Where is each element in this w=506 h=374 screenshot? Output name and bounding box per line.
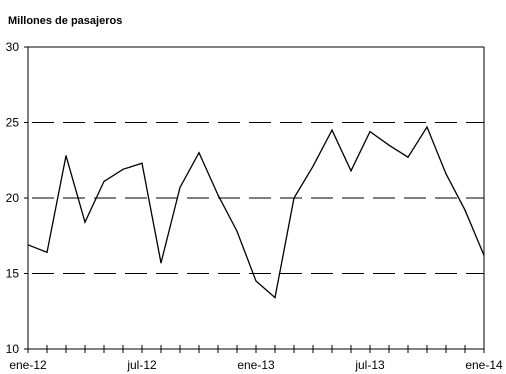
- data-point: [388, 144, 390, 146]
- x-tick-label-jul-12: jul-12: [126, 358, 157, 372]
- data-point: [179, 186, 181, 189]
- data-point: [426, 126, 428, 128]
- y-tick-label-30: 30: [6, 40, 20, 54]
- y-tick-label-10: 10: [6, 342, 20, 356]
- x-tick-label-ene-12: ene-12: [9, 358, 47, 372]
- data-point: [141, 162, 143, 164]
- data-point: [103, 180, 105, 182]
- data-point: [312, 165, 314, 167]
- tick-labels: 10 15 20 25 30 ene-12 jul-12 ene-13 jul-13 ene-14: [6, 40, 503, 372]
- data-point: [331, 129, 333, 131]
- ticks: [24, 46, 485, 353]
- data-point: [483, 254, 485, 256]
- data-point: [198, 152, 200, 154]
- data-point: [160, 262, 162, 264]
- y-tick-label-15: 15: [6, 267, 20, 281]
- x-tick-label-ene-13: ene-13: [237, 358, 275, 372]
- data-point: [27, 244, 29, 246]
- y-tick-label-25: 25: [6, 116, 20, 130]
- series-line-0: [27, 125, 485, 299]
- x-tick-label-jul-13: jul-13: [354, 358, 385, 372]
- x-tick-label-ene-14: ene-14: [465, 358, 503, 372]
- y-tick-label-20: 20: [6, 191, 20, 205]
- data-point: [407, 156, 409, 158]
- data-point: [274, 297, 276, 299]
- grid: [28, 122, 484, 274]
- data-point: [236, 230, 238, 232]
- data-point: [84, 221, 86, 223]
- data-point: [65, 155, 67, 157]
- data-point: [255, 280, 257, 282]
- data-point: [293, 197, 295, 199]
- data-point: [464, 209, 466, 211]
- unit-label: Millones de pasajeros: [8, 15, 122, 27]
- series: [27, 125, 485, 299]
- data-point: [445, 173, 447, 175]
- data-point: [122, 168, 124, 170]
- data-point: [350, 170, 352, 172]
- data-point: [369, 130, 371, 133]
- data-point: [217, 194, 219, 196]
- data-point: [46, 251, 48, 253]
